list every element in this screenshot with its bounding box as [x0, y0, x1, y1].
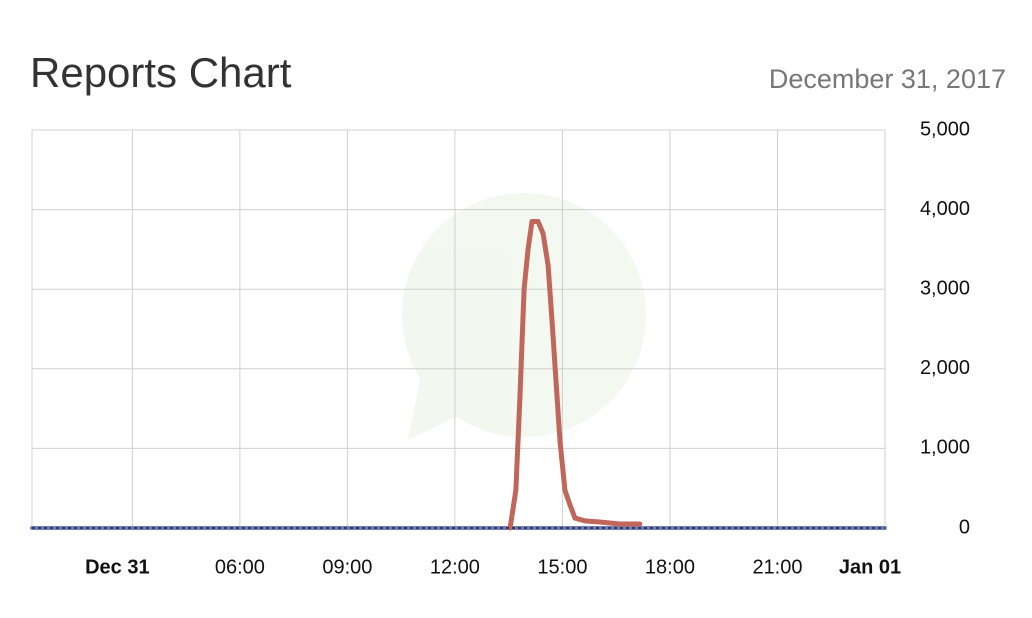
series-line: [507, 219, 643, 531]
y-tick-label: 1,000: [920, 437, 970, 459]
y-tick-label: 2,000: [920, 357, 970, 379]
x-tick-label: 15:00: [537, 556, 587, 578]
chart-subtitle: December 31, 2017: [769, 64, 1006, 94]
x-tick-label: Dec 31: [85, 556, 150, 578]
x-tick-label: 09:00: [322, 556, 372, 578]
x-tick-label: 18:00: [645, 556, 695, 578]
y-tick-label: 0: [959, 516, 970, 538]
y-tick-label: 4,000: [920, 198, 970, 220]
x-tick-label: Jan 01: [839, 556, 901, 578]
x-tick-label: 06:00: [215, 556, 265, 578]
y-tick-label: 5,000: [920, 118, 970, 140]
x-tick-label: 21:00: [752, 556, 802, 578]
y-tick-label: 3,000: [920, 277, 970, 299]
chart-title: Reports Chart: [30, 49, 292, 96]
x-tick-label: 12:00: [430, 556, 480, 578]
